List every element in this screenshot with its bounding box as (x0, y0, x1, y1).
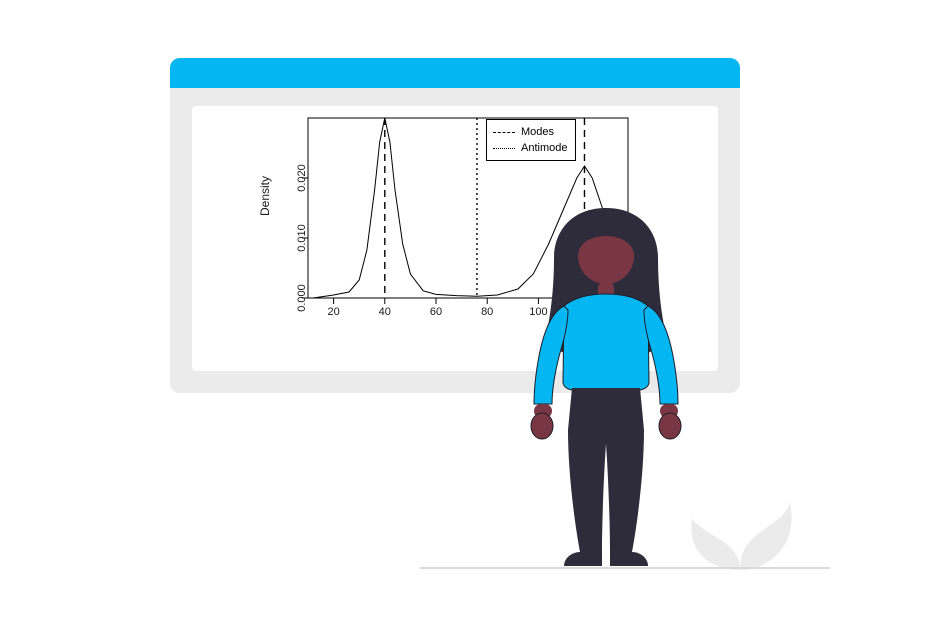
x-tick-label: 80 (472, 306, 502, 318)
y-tick-label: 0.020 (296, 158, 308, 198)
shirt (563, 294, 649, 390)
x-tick-label: 40 (370, 306, 400, 318)
hand-left (531, 413, 553, 439)
shoe-left (564, 552, 602, 566)
legend-label: Antimode (521, 142, 567, 154)
legend-item: Antimode (493, 140, 567, 156)
shoe-right (610, 552, 648, 566)
pants (568, 388, 644, 552)
x-tick-label: 20 (319, 306, 349, 318)
window-titlebar (170, 58, 740, 88)
y-tick-label: 0.010 (296, 218, 308, 258)
y-tick-label: 0.000 (296, 278, 308, 318)
x-tick-label: 60 (421, 306, 451, 318)
person-illustration (506, 200, 706, 570)
leaf-right-icon (740, 502, 792, 570)
y-axis-label: Density (258, 176, 272, 216)
legend-label: Modes (521, 126, 554, 138)
legend: Modes Antimode (486, 119, 576, 161)
stage: Density 0.0000.0100.020 20406080100120 M… (0, 0, 930, 620)
hand-right (659, 413, 681, 439)
legend-item: Modes (493, 124, 567, 140)
